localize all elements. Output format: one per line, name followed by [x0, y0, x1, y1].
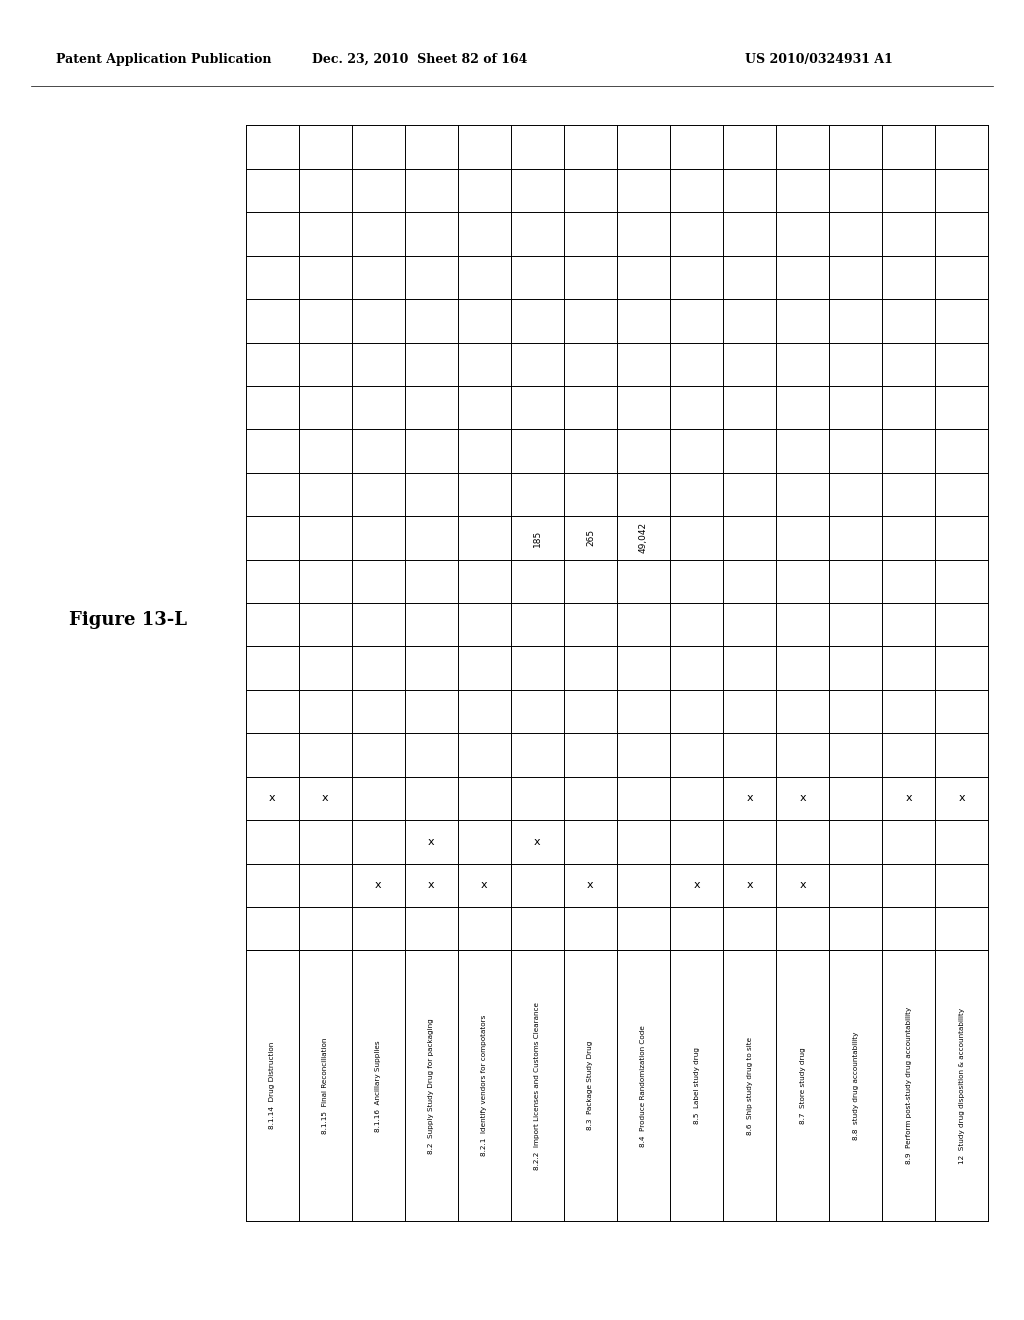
- Text: x: x: [322, 793, 329, 804]
- Text: Patent Application Publication: Patent Application Publication: [56, 53, 271, 66]
- Text: 8.1.16  Ancillary Supplies: 8.1.16 Ancillary Supplies: [376, 1040, 381, 1131]
- Text: 8.8  study drug accountability: 8.8 study drug accountability: [853, 1031, 858, 1140]
- Text: x: x: [958, 793, 965, 804]
- Text: x: x: [535, 837, 541, 847]
- Text: x: x: [693, 880, 699, 890]
- Text: 8.2.1  Identify vendors for compotators: 8.2.1 Identify vendors for compotators: [481, 1015, 487, 1156]
- Text: Dec. 23, 2010  Sheet 82 of 164: Dec. 23, 2010 Sheet 82 of 164: [312, 53, 527, 66]
- Text: x: x: [800, 880, 806, 890]
- Text: x: x: [428, 880, 434, 890]
- Text: Figure 13-L: Figure 13-L: [69, 611, 187, 630]
- Text: x: x: [746, 880, 753, 890]
- Text: US 2010/0324931 A1: US 2010/0324931 A1: [745, 53, 893, 66]
- Text: 265: 265: [586, 529, 595, 546]
- Text: 8.7  Store study drug: 8.7 Store study drug: [800, 1047, 806, 1125]
- Text: 185: 185: [532, 529, 542, 546]
- Text: x: x: [375, 880, 382, 890]
- Text: x: x: [481, 880, 487, 890]
- Text: 8.6  Ship study drug to site: 8.6 Ship study drug to site: [746, 1036, 753, 1135]
- Text: 8.9  Perform post-study drug accountability: 8.9 Perform post-study drug accountabili…: [905, 1007, 911, 1164]
- Text: 8.3  Package Study Drug: 8.3 Package Study Drug: [588, 1041, 594, 1130]
- Text: x: x: [905, 793, 912, 804]
- Text: 8.5  Label study drug: 8.5 Label study drug: [693, 1047, 699, 1125]
- Text: 12  Study drug disposition & accountability: 12 Study drug disposition & accountabili…: [958, 1007, 965, 1164]
- Text: x: x: [428, 837, 434, 847]
- Text: 8.4  Produce Randomization Code: 8.4 Produce Randomization Code: [640, 1024, 646, 1147]
- Text: x: x: [587, 880, 594, 890]
- Text: x: x: [800, 793, 806, 804]
- Text: 8.1.15  Final Reconciliation: 8.1.15 Final Reconciliation: [323, 1038, 329, 1134]
- Text: 8.1.14  Drug Distruction: 8.1.14 Drug Distruction: [269, 1041, 275, 1130]
- Text: 49,042: 49,042: [639, 523, 648, 553]
- Text: 8.2.2  Import Licenses and Customs Clearance: 8.2.2 Import Licenses and Customs Cleara…: [535, 1002, 541, 1170]
- Text: x: x: [269, 793, 275, 804]
- Text: 8.2  Supply Study Drug for packaging: 8.2 Supply Study Drug for packaging: [428, 1018, 434, 1154]
- Text: x: x: [746, 793, 753, 804]
